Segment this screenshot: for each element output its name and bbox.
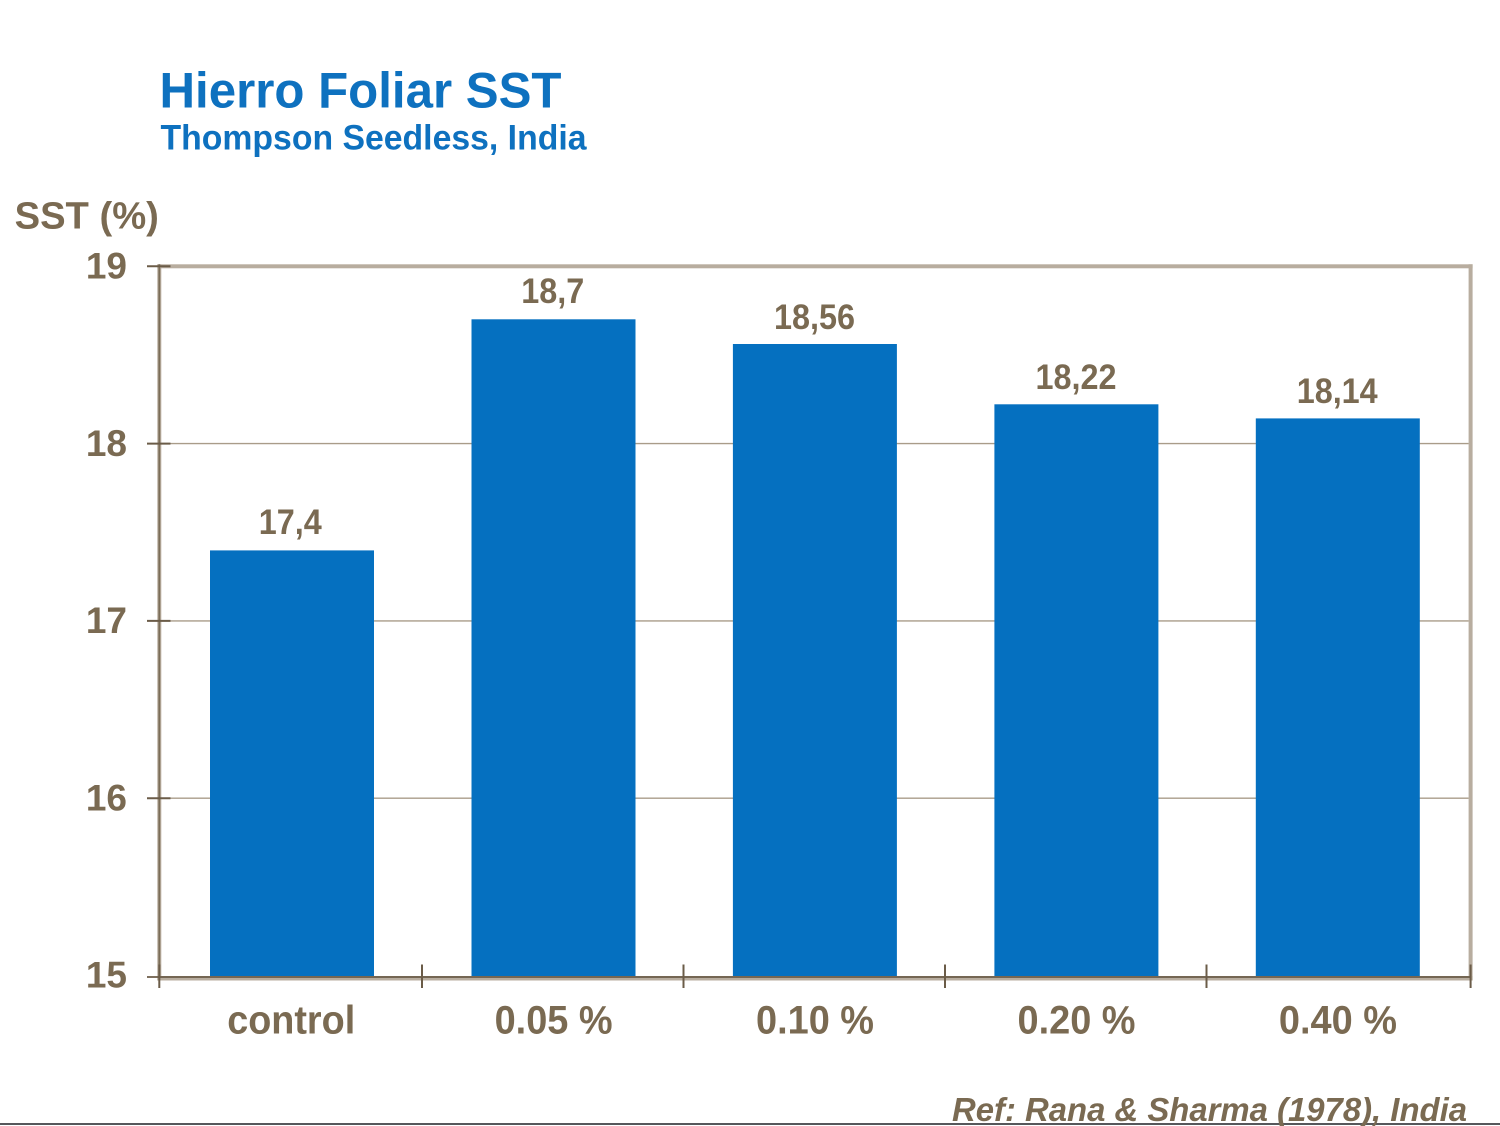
svg-text:18,56: 18,56 bbox=[774, 298, 855, 337]
svg-text:Ref: Rana & Sharma (1978), Ind: Ref: Rana & Sharma (1978), India bbox=[952, 1092, 1467, 1126]
svg-text:17,4: 17,4 bbox=[259, 503, 323, 542]
svg-text:18,14: 18,14 bbox=[1297, 372, 1379, 411]
svg-text:16: 16 bbox=[86, 777, 127, 818]
svg-text:0.05 %: 0.05 % bbox=[495, 999, 613, 1043]
svg-text:0.40 %: 0.40 % bbox=[1279, 999, 1397, 1043]
svg-text:18,7: 18,7 bbox=[521, 272, 584, 311]
svg-text:18,22: 18,22 bbox=[1036, 358, 1117, 397]
svg-text:Thompson Seedless, India: Thompson Seedless, India bbox=[161, 118, 587, 158]
svg-text:19: 19 bbox=[86, 246, 127, 287]
svg-text:0.20 %: 0.20 % bbox=[1018, 999, 1136, 1043]
svg-text:0.10 %: 0.10 % bbox=[756, 999, 874, 1043]
svg-text:15: 15 bbox=[86, 955, 127, 996]
svg-text:control: control bbox=[227, 999, 355, 1043]
svg-text:17: 17 bbox=[86, 600, 127, 641]
svg-text:18: 18 bbox=[86, 423, 127, 464]
svg-text:SST (%): SST (%) bbox=[15, 194, 159, 237]
svg-text:Hierro Foliar SST: Hierro Foliar SST bbox=[160, 62, 562, 119]
